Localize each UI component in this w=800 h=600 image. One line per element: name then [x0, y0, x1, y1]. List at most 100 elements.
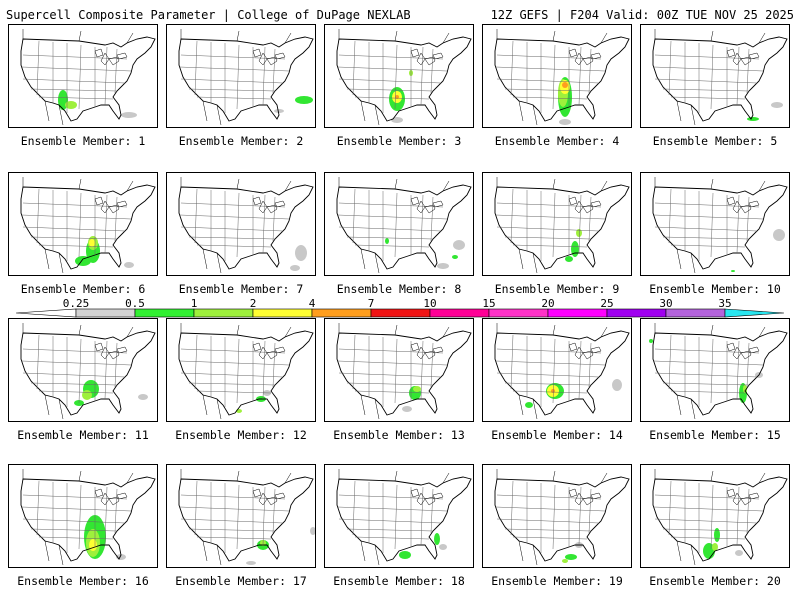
border-lines [338, 177, 450, 274]
scp-contour [413, 386, 421, 392]
border-lines [180, 177, 292, 274]
us-map [178, 469, 315, 566]
map-panel [166, 318, 316, 422]
map-panel [166, 464, 316, 568]
colorbar-label: 0.5 [125, 299, 145, 310]
us-outline [20, 184, 156, 270]
state-lines [21, 480, 132, 553]
scp-contour [124, 262, 134, 268]
state-lines [653, 188, 764, 261]
scp-contour [402, 406, 412, 412]
colorbar-segment [606, 308, 667, 318]
scp-contour [295, 96, 313, 104]
map-panel [640, 172, 790, 276]
colorbar-segment [665, 308, 726, 318]
member-caption: Ensemble Member: 2 [178, 134, 304, 148]
colorbar-max-arrow [724, 308, 785, 318]
colorbar-segment [134, 308, 195, 318]
member-caption: Ensemble Member: 20 [649, 574, 781, 588]
colorbar-segment [252, 308, 313, 318]
great-lakes [252, 48, 286, 66]
state-lines [21, 40, 132, 113]
state-lines [337, 480, 448, 553]
scp-contour [75, 256, 91, 266]
member-caption: Ensemble Member: 14 [491, 428, 623, 442]
us-map [178, 29, 314, 126]
scp-contour [551, 389, 555, 393]
border-lines [654, 469, 766, 566]
border-lines [22, 29, 134, 126]
border-lines [496, 323, 608, 420]
scp-contour [310, 527, 315, 535]
scp-contour [565, 256, 573, 262]
member-caption: Ensemble Member: 15 [649, 428, 781, 442]
colorbar-segment [193, 308, 254, 318]
state-lines [653, 334, 764, 407]
great-lakes [568, 342, 602, 360]
colorbar-label: 2 [250, 299, 257, 310]
border-lines [22, 469, 134, 566]
forecast-valid-time: 12Z GEFS | F204 Valid: 00Z TUE NOV 25 20… [490, 8, 794, 22]
us-map [336, 177, 472, 274]
us-outline [336, 184, 472, 270]
member-caption: Ensemble Member: 19 [491, 574, 623, 588]
scp-contour [452, 255, 458, 259]
us-outline [178, 36, 314, 122]
great-lakes [726, 342, 760, 360]
great-lakes [726, 48, 760, 66]
scp-contour [747, 117, 759, 121]
scp-contour [571, 241, 579, 257]
state-lines [337, 334, 448, 407]
scp-contour [82, 390, 92, 400]
state-lines [495, 40, 606, 113]
border-lines [180, 29, 292, 126]
us-map [652, 469, 788, 566]
us-outline [494, 184, 630, 270]
map-panel [640, 464, 790, 568]
map-panel [640, 24, 790, 128]
scp-contour [89, 539, 97, 551]
map-panel [166, 24, 316, 128]
border-lines [654, 323, 766, 420]
member-caption: Ensemble Member: 6 [20, 282, 146, 296]
state-lines [179, 188, 290, 261]
member-caption: Ensemble Member: 1 [20, 134, 146, 148]
great-lakes [726, 488, 760, 506]
us-outline [178, 184, 314, 270]
scp-contour [434, 533, 440, 545]
border-lines [338, 469, 450, 566]
us-map [178, 177, 314, 274]
state-lines [179, 480, 290, 553]
us-outline [494, 36, 630, 122]
border-lines [22, 323, 134, 420]
scp-contour [525, 402, 533, 408]
state-lines [179, 40, 290, 113]
great-lakes [252, 488, 286, 506]
us-outline [336, 36, 472, 122]
scp-contour [121, 112, 137, 118]
us-map [652, 29, 788, 126]
us-outline [20, 330, 156, 416]
scp-contour [565, 554, 577, 560]
border-lines [338, 29, 450, 126]
border-lines [496, 177, 608, 274]
scp-contour [731, 270, 735, 272]
scp-contour [138, 394, 148, 400]
border-lines [338, 323, 450, 420]
map-panel [166, 172, 316, 276]
great-lakes [410, 342, 444, 360]
border-lines [180, 469, 292, 566]
us-map [20, 177, 156, 274]
scp-contour [295, 245, 307, 261]
scp-contour [743, 385, 747, 393]
us-map [494, 29, 630, 126]
page-title: Supercell Composite Parameter | College … [6, 8, 411, 22]
scp-contour [439, 544, 447, 550]
us-map [336, 29, 472, 126]
us-outline [336, 476, 472, 562]
border-lines [654, 177, 766, 274]
scp-contour [290, 265, 300, 271]
colorbar-label: 7 [368, 299, 375, 310]
us-map [336, 323, 472, 420]
colorbar-segment [311, 308, 372, 318]
